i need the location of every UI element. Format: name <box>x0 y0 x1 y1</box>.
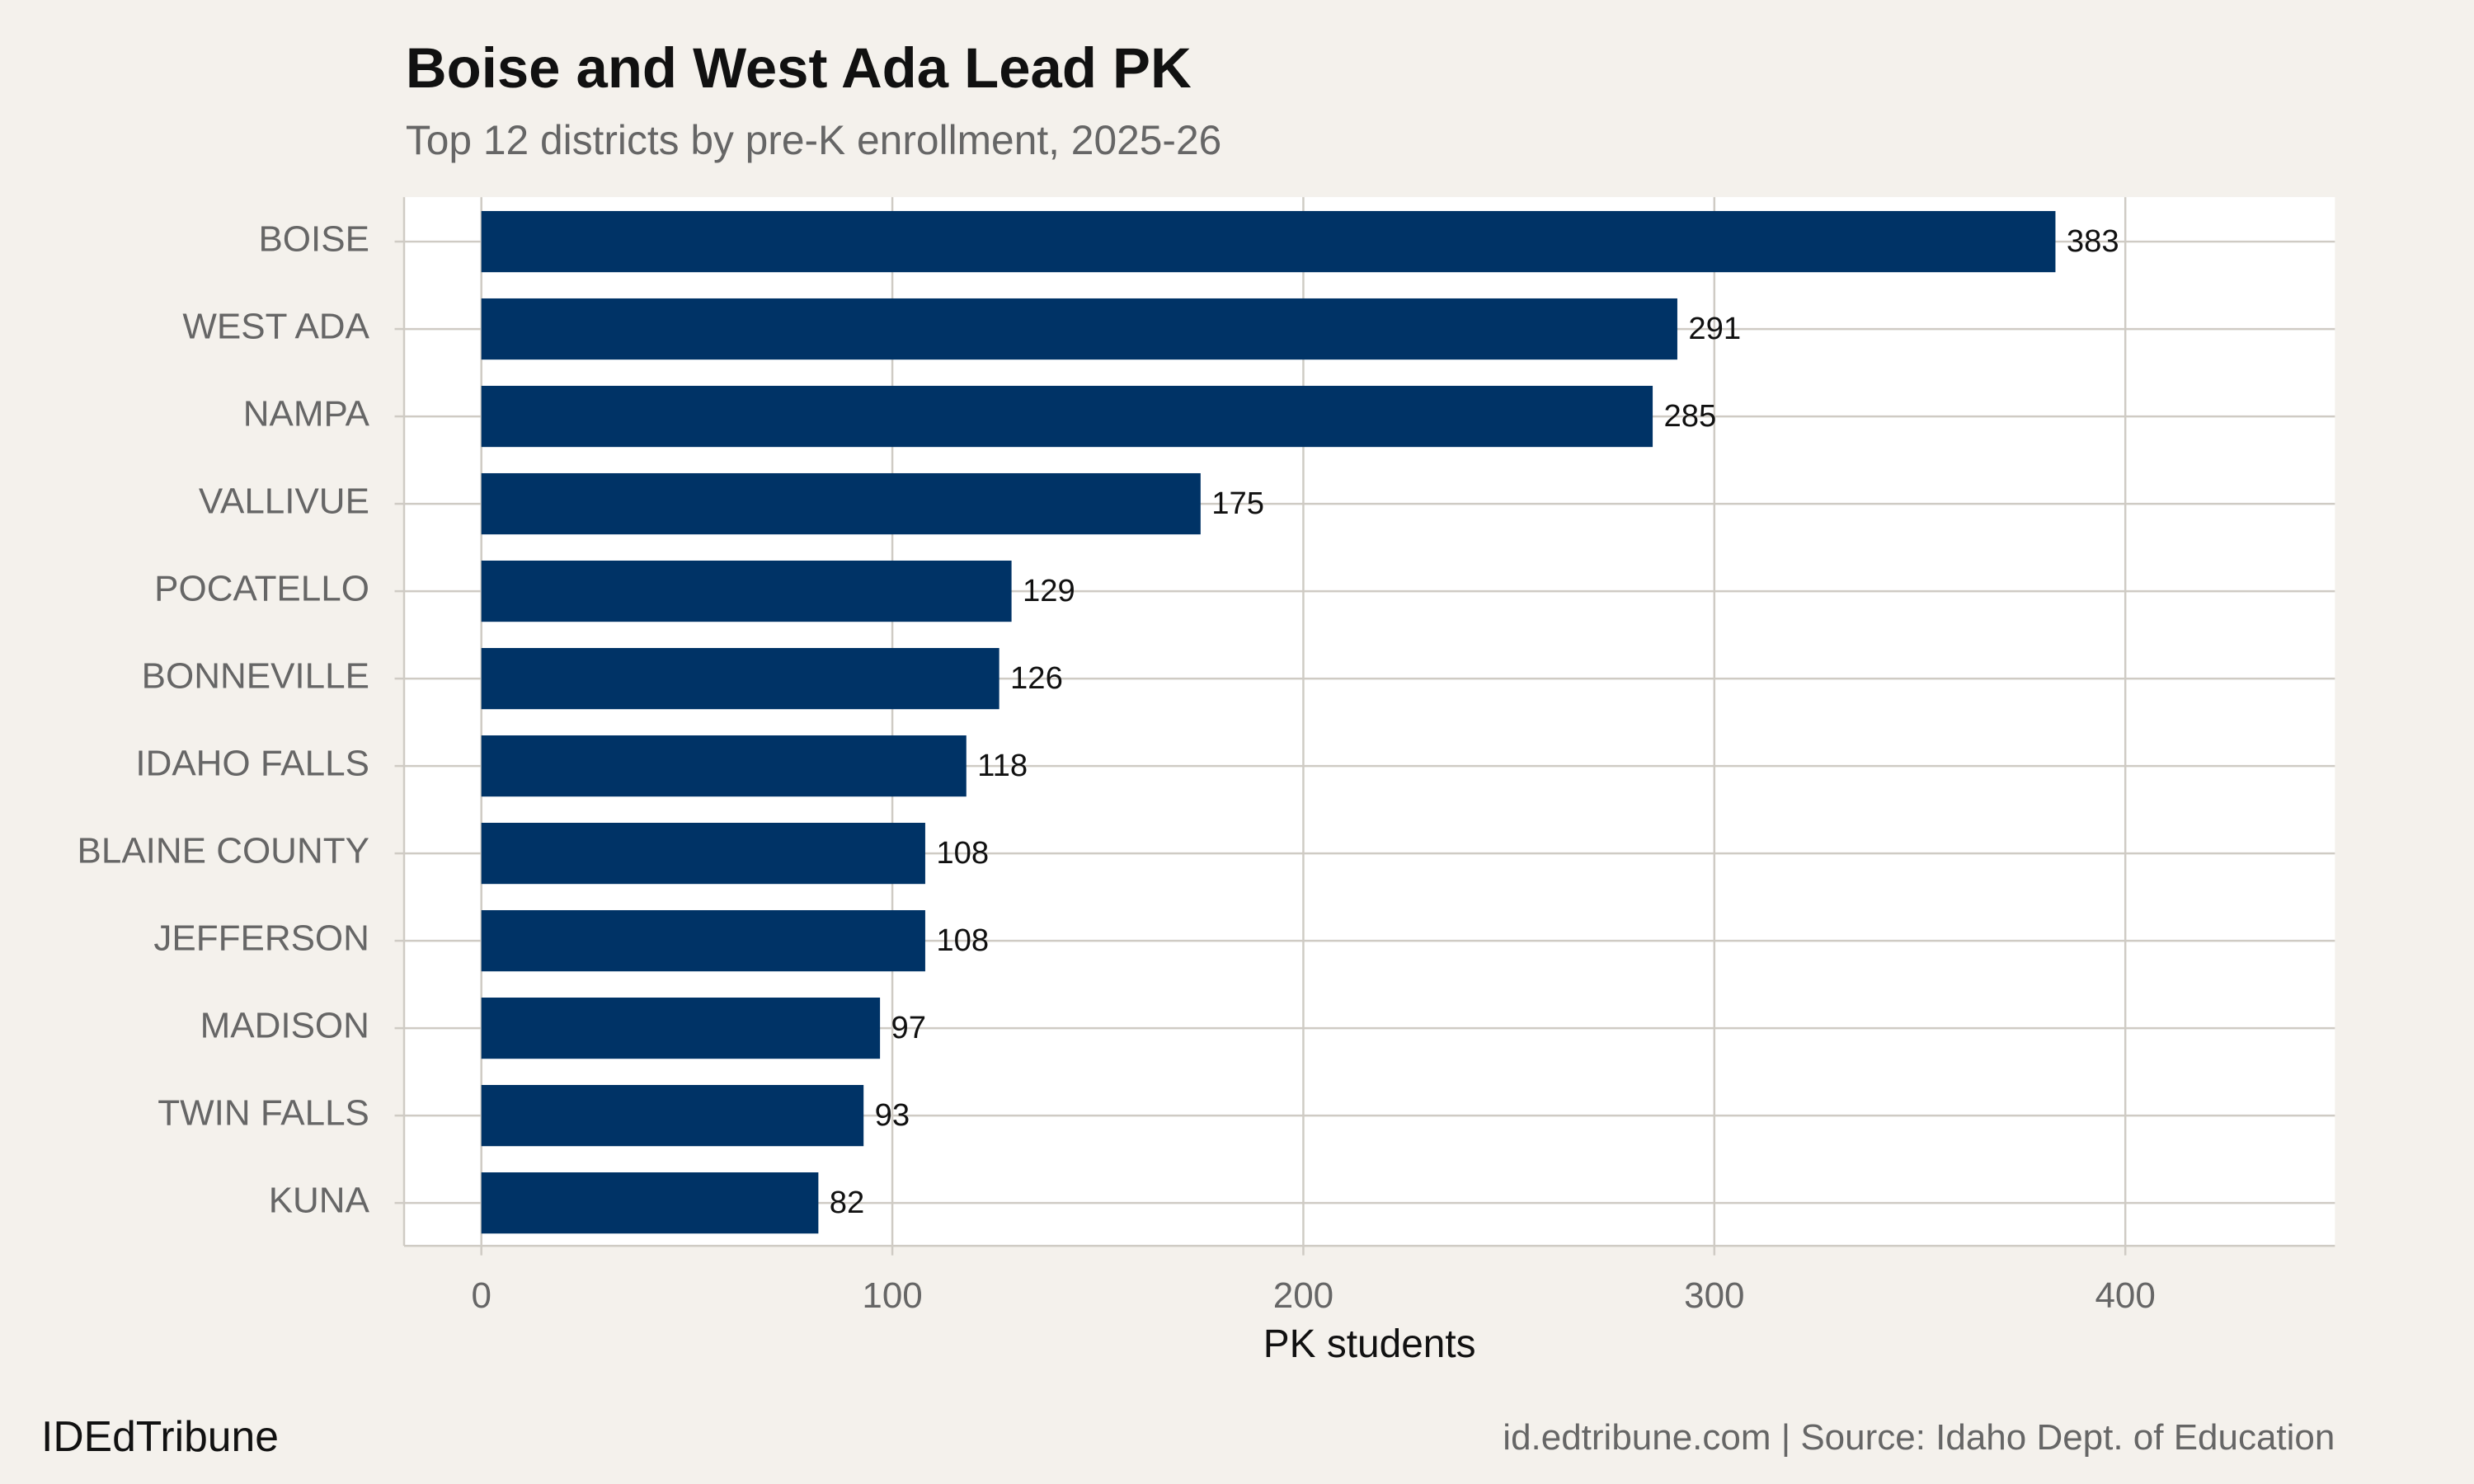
bar <box>481 998 881 1059</box>
value-label: 108 <box>936 923 989 958</box>
value-label: 93 <box>875 1097 910 1133</box>
y-tick-label: JEFFERSON <box>153 918 369 959</box>
value-label: 285 <box>1663 398 1716 434</box>
bar <box>481 298 1677 360</box>
bar <box>481 560 1012 622</box>
x-tick-label: 0 <box>471 1275 491 1316</box>
x-tick-label: 200 <box>1273 1275 1333 1316</box>
chart-title: Boise and West Ada Lead PK <box>406 36 1192 100</box>
source: id.edtribune.com | Source: Idaho Dept. o… <box>1503 1417 2335 1458</box>
y-tick-label: VALLIVUE <box>199 481 369 522</box>
y-tick-label: MADISON <box>200 1006 369 1046</box>
bar <box>481 735 967 797</box>
bar <box>481 385 1653 448</box>
value-label: 118 <box>977 748 1028 783</box>
bar <box>481 210 2056 273</box>
bar <box>481 472 1201 535</box>
y-tick-label: WEST ADA <box>182 307 369 347</box>
value-label: 108 <box>936 835 989 871</box>
x-tick-label: 400 <box>2095 1275 2155 1316</box>
plot-panel <box>404 197 2335 1247</box>
bar <box>481 647 999 710</box>
x-tick-label: 100 <box>862 1275 922 1316</box>
value-label: 97 <box>891 1010 927 1045</box>
y-tick-label: BLAINE COUNTY <box>78 831 369 871</box>
value-label: 129 <box>1023 573 1075 608</box>
value-label: 383 <box>2067 223 2119 259</box>
y-tick-label: TWIN FALLS <box>158 1093 369 1134</box>
value-label: 82 <box>830 1185 865 1220</box>
y-tick-label: BONNEVILLE <box>142 656 369 697</box>
x-axis-label: PK students <box>1263 1322 1476 1366</box>
value-label: 126 <box>1010 660 1063 696</box>
y-tick-label: IDAHO FALLS <box>135 744 369 784</box>
y-tick-label: NAMPA <box>243 394 370 434</box>
brand: IDEdTribune <box>41 1412 279 1460</box>
chart-subtitle: Top 12 districts by pre-K enrollment, 20… <box>406 117 1221 163</box>
y-tick-label: BOISE <box>258 219 369 260</box>
bar <box>481 1085 864 1147</box>
bar <box>481 822 925 885</box>
x-tick-label: 300 <box>1684 1275 1744 1316</box>
y-tick-label: KUNA <box>269 1181 370 1221</box>
bar <box>481 1172 819 1234</box>
value-label: 175 <box>1211 486 1264 521</box>
value-label: 291 <box>1688 311 1741 346</box>
y-tick-label: POCATELLO <box>154 569 369 609</box>
bar <box>481 909 925 972</box>
